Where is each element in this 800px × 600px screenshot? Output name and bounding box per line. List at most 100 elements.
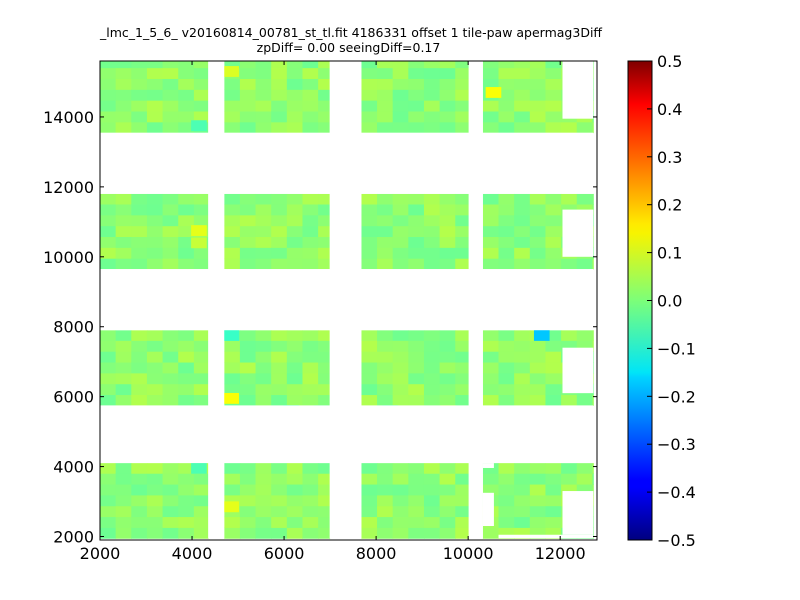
heatmap-cell: [193, 214, 209, 227]
heatmap-cell: [286, 67, 303, 79]
heatmap-cell: [408, 362, 425, 374]
heatmap-cell: [146, 89, 164, 101]
heatmap-cell: [131, 394, 148, 406]
heatmap-cell: [482, 527, 500, 539]
heatmap-cell: [423, 351, 441, 363]
heatmap-cell: [271, 193, 288, 205]
heatmap-cell: [302, 121, 319, 134]
heatmap-cell: [408, 463, 425, 474]
heatmap-cell: [286, 89, 303, 101]
heatmap-cell: [146, 330, 164, 341]
heatmap-cell: [498, 204, 515, 216]
heatmap-cell: [193, 505, 209, 518]
heatmap-cell: [545, 516, 562, 528]
heatmap-cell: [361, 67, 378, 79]
heatmap-cell: [224, 527, 241, 539]
heatmap-cell: [255, 516, 272, 528]
heatmap-cell: [178, 214, 195, 227]
heatmap-cell: [498, 110, 515, 123]
heatmap-cell: [514, 78, 531, 90]
heatmap-cell: [361, 225, 378, 238]
chart-title-line-1: _lmc_1_5_6_ v20160814_00781_st_tl.fit 41…: [100, 25, 603, 40]
heatmap-cell: [529, 340, 546, 352]
heatmap-cell: [271, 236, 288, 248]
heatmap-cell: [178, 67, 195, 79]
heatmap-cell: [482, 100, 500, 112]
heatmap-cell: [545, 340, 562, 352]
heatmap-cell: [115, 372, 132, 385]
heatmap-cell: [361, 89, 378, 101]
heatmap-cell: [131, 89, 148, 101]
y-tick-label: 14000: [43, 108, 94, 127]
heatmap-cell: [255, 110, 272, 123]
heatmap-cell: [255, 236, 272, 248]
heatmap-cell: [455, 204, 470, 216]
heatmap-cell: [514, 100, 531, 112]
heatmap-cell: [514, 236, 531, 248]
heatmap-cell: [178, 372, 195, 385]
heatmap-cell: [377, 100, 394, 112]
heatmap-cell: [529, 463, 546, 474]
heatmap-cell: [482, 225, 500, 238]
heatmap-cell: [408, 193, 425, 205]
heatmap-cell: [423, 61, 441, 69]
heatmap-cell: [239, 330, 257, 341]
heatmap-cell: [514, 527, 531, 539]
heatmap-cell: [271, 204, 288, 216]
heatmap-cell: [255, 473, 272, 485]
heatmap-cell: [131, 383, 148, 396]
y-tick-label: 8000: [53, 318, 94, 337]
heatmap-cell: [100, 193, 117, 205]
heatmap-cell: [423, 214, 441, 227]
heatmap-cell: [514, 330, 531, 341]
heatmap-cell: [100, 78, 117, 90]
heatmap-cell: [115, 247, 132, 259]
heatmap-cell: [100, 505, 117, 518]
heatmap-cell: [455, 61, 470, 69]
heatmap-cell: [302, 258, 319, 270]
heatmap-cell: [455, 351, 470, 363]
heatmap-cell: [239, 236, 257, 248]
heatmap-cell: [146, 484, 164, 496]
heatmap-cell: [392, 516, 409, 528]
heatmap-cell: [178, 258, 195, 270]
heatmap-cell: [302, 505, 319, 518]
heatmap-cell: [439, 100, 456, 112]
heatmap-cell: [545, 121, 562, 134]
heatmap-cell: [529, 121, 546, 134]
heatmap-cell: [498, 463, 515, 474]
heatmap-cell: [514, 372, 531, 385]
heatmap-cell: [392, 247, 409, 259]
heatmap-cell: [115, 340, 132, 352]
heatmap-cell: [271, 100, 288, 112]
heatmap-cell: [193, 372, 209, 385]
heatmap-cell: [100, 494, 117, 507]
heatmap-cell: [193, 110, 209, 123]
heatmap-cell: [392, 236, 409, 248]
heatmap-cell: [131, 527, 148, 539]
heatmap-cell: [100, 67, 117, 79]
heatmap-cell: [162, 247, 179, 259]
heatmap-cell: [408, 372, 425, 385]
heatmap-cell: [224, 494, 241, 507]
heatmap-cell: [286, 362, 303, 374]
heatmap-cell: [592, 121, 594, 134]
heatmap-cell: [408, 340, 425, 352]
heatmap-cell: [423, 516, 441, 528]
heatmap-cell: [498, 61, 515, 69]
heatmap-cell: [193, 193, 209, 205]
heatmap-cell: [178, 473, 195, 485]
heatmap-cell: [286, 351, 303, 363]
heatmap-cell: [162, 505, 179, 518]
heatmap-cell: [271, 505, 288, 518]
heatmap-cell: [239, 340, 257, 352]
heatmap-cell: [302, 67, 319, 79]
heatmap-cell: [318, 110, 331, 123]
heatmap-cell: [545, 362, 562, 374]
heatmap-cell: [178, 330, 195, 341]
heatmap-cell-highlight: [223, 392, 239, 404]
empty-region: [482, 492, 494, 527]
heatmap-cell: [286, 494, 303, 507]
heatmap-cell: [115, 527, 132, 539]
empty-region: [498, 534, 594, 539]
